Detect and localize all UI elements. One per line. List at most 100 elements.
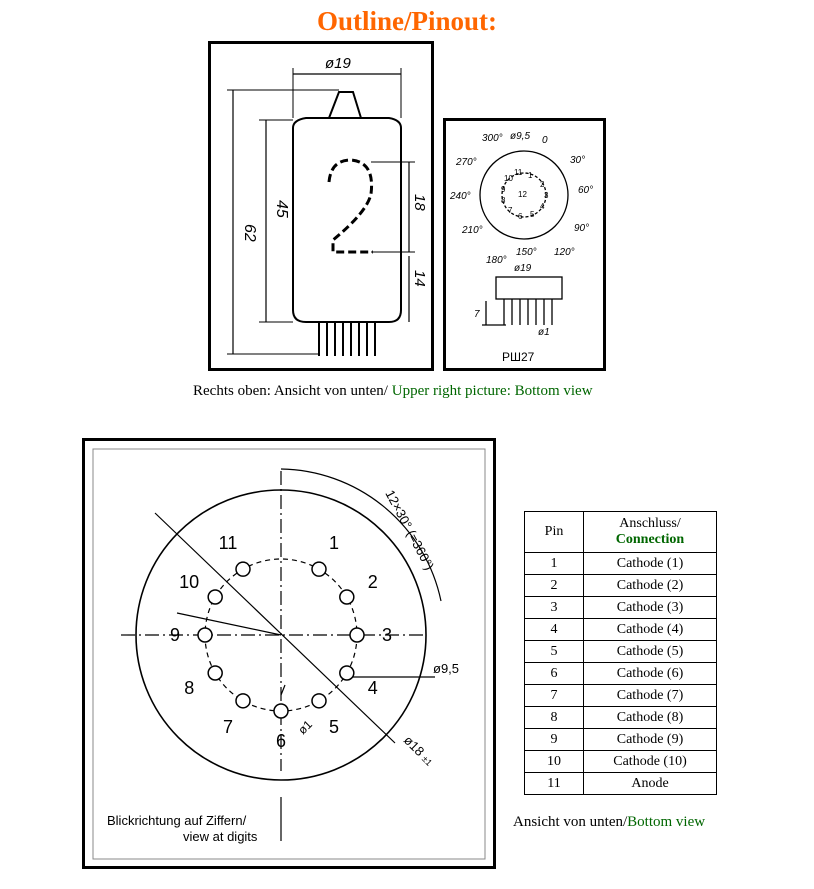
header-pin: Pin xyxy=(525,512,584,553)
base-angle-300: 300° xyxy=(482,133,503,144)
table-row: 6 Cathode (6) xyxy=(525,663,717,685)
pin-number-cell: 8 xyxy=(525,707,584,729)
base-pin-10: 10 xyxy=(504,174,513,183)
table-row: 2 Cathode (2) xyxy=(525,575,717,597)
base-pin-dia: ø1 xyxy=(538,327,550,338)
pin-label-1: 1 xyxy=(329,533,339,553)
pin-connection-cell: Cathode (10) xyxy=(584,751,717,773)
outline-digit-height: 18 xyxy=(411,194,428,211)
base-angle-120: 120° xyxy=(554,247,575,258)
base-type-label: РШ27 xyxy=(502,350,535,364)
base-pin-11: 11 xyxy=(514,168,523,177)
pin-connection-cell: Cathode (4) xyxy=(584,619,717,641)
pin-label-6: 6 xyxy=(276,731,286,751)
outer-diameter-label: ø18 ±1 xyxy=(401,733,437,769)
pin-number-cell: 6 xyxy=(525,663,584,685)
pinout-svg: 1 2 3 4 5 6 7 8 9 10 11 12×30° (=360°) ø9,5 ø18 ±1… xyxy=(85,441,493,866)
angle-label: 12×30° (=360°) xyxy=(382,487,437,572)
pin-hole-3 xyxy=(350,628,364,642)
pin-number-cell: 9 xyxy=(525,729,584,751)
pin-connection-cell: Cathode (2) xyxy=(584,575,717,597)
outline-height-total: 62 xyxy=(241,224,258,242)
pin-label-7: 7 xyxy=(223,717,233,737)
pin-hole-5 xyxy=(312,694,326,708)
base-angle-150: 150° xyxy=(516,247,537,258)
base-angle-240: 240° xyxy=(449,191,471,202)
pin-connection-cell: Anode xyxy=(584,773,717,795)
pin-number-cell: 7 xyxy=(525,685,584,707)
pin-label-8: 8 xyxy=(184,678,194,698)
table-row: 1 Cathode (1) xyxy=(525,553,717,575)
table-row: 10 Cathode (10) xyxy=(525,751,717,773)
pin-circle-label: ø9,5 xyxy=(433,661,459,676)
base-pin-9: 9 xyxy=(501,185,506,194)
pin-number-cell: 3 xyxy=(525,597,584,619)
table-row: 7 Cathode (7) xyxy=(525,685,717,707)
caption-bottom-english: Bottom view xyxy=(627,814,705,830)
outline-height-glass: 45 xyxy=(273,200,290,218)
pinout-diagram: 1 2 3 4 5 6 7 8 9 10 11 12×30° (=360°) ø9,5 ø18 ±1… xyxy=(82,438,496,869)
pin-hole-11 xyxy=(236,562,250,576)
table-row: 8 Cathode (8) xyxy=(525,707,717,729)
table-row: 11 Anode xyxy=(525,773,717,795)
pin-hole-10 xyxy=(208,590,222,604)
pin-number-cell: 10 xyxy=(525,751,584,773)
pin-hole-8 xyxy=(208,666,222,680)
pin-label-2: 2 xyxy=(368,572,378,592)
caption-bottom-german: Ansicht von unten/ xyxy=(513,814,627,830)
base-angle-30: 30° xyxy=(570,155,585,166)
pin-connection-cell: Cathode (5) xyxy=(584,641,717,663)
base-pin-7: 7 xyxy=(508,206,513,215)
tube-outline-svg: ø19 62 45 18 14 xyxy=(211,44,431,368)
pin-connection-cell: Cathode (3) xyxy=(584,597,717,619)
base-drawing: 0 30° 60° 90° 120° 150° 180° 210° 240° 2… xyxy=(443,118,606,371)
base-angle-90: 90° xyxy=(574,223,589,234)
pin-connection-cell: Cathode (7) xyxy=(584,685,717,707)
pin-hole-2 xyxy=(340,590,354,604)
outline-digit-offset: 14 xyxy=(411,270,428,287)
pin-hole-7 xyxy=(236,694,250,708)
base-pin-8: 8 xyxy=(501,196,506,205)
caption-top-english: Upper right picture: Bottom view xyxy=(392,383,593,399)
base-pin-length: 7 xyxy=(474,309,480,320)
header-connection: Anschluss/Connection xyxy=(584,512,717,553)
pin-label-3: 3 xyxy=(382,625,392,645)
pin-hole-1 xyxy=(312,562,326,576)
pin-hole-6 xyxy=(274,704,288,718)
base-pin-circle-label: ø9,5 xyxy=(510,131,530,142)
base-pin-1: 1 xyxy=(528,171,533,180)
base-pin-6: 6 xyxy=(518,212,523,221)
pin-hole-9 xyxy=(198,628,212,642)
pin-label-10: 10 xyxy=(179,572,199,592)
base-pin-4: 4 xyxy=(540,202,545,211)
caption-top-german: Rechts oben: Ansicht von unten/ xyxy=(193,383,392,399)
base-diameter-label: ø19 xyxy=(514,263,532,274)
base-pin-3: 3 xyxy=(544,191,549,200)
pin-connection-cell: Cathode (6) xyxy=(584,663,717,685)
base-angle-0: 0 xyxy=(542,135,548,146)
base-angle-60: 60° xyxy=(578,185,593,196)
pin-diameter-label: ø1 xyxy=(295,717,315,737)
caption-top: Rechts oben: Ansicht von unten/ Upper ri… xyxy=(193,383,593,400)
outline-drawing: ø19 62 45 18 14 xyxy=(208,41,434,371)
base-pin-2: 2 xyxy=(540,180,545,189)
pin-table: Pin Anschluss/Connection 1 Cathode (1) 2 Ca… xyxy=(524,511,717,795)
view-label-german: Blickrichtung auf Ziffern/ xyxy=(107,813,247,828)
base-angle-210: 210° xyxy=(461,225,483,236)
base-pin-5: 5 xyxy=(530,210,535,219)
outline-diameter-label: ø19 xyxy=(325,55,352,72)
base-pin-12: 12 xyxy=(518,190,527,199)
pin-connection-cell: Cathode (8) xyxy=(584,707,717,729)
pin-number-cell: 1 xyxy=(525,553,584,575)
pin-number-cell: 5 xyxy=(525,641,584,663)
table-row: 4 Cathode (4) xyxy=(525,619,717,641)
caption-bottom: Ansicht von unten/Bottom view xyxy=(513,814,705,831)
pin-hole-4 xyxy=(340,666,354,680)
pin-connection-cell: Cathode (1) xyxy=(584,553,717,575)
pin-label-9: 9 xyxy=(170,625,180,645)
pin-number-cell: 2 xyxy=(525,575,584,597)
table-row: 5 Cathode (5) xyxy=(525,641,717,663)
view-label-english: view at digits xyxy=(183,829,258,844)
pin-number-cell: 11 xyxy=(525,773,584,795)
pin-label-4: 4 xyxy=(368,678,378,698)
